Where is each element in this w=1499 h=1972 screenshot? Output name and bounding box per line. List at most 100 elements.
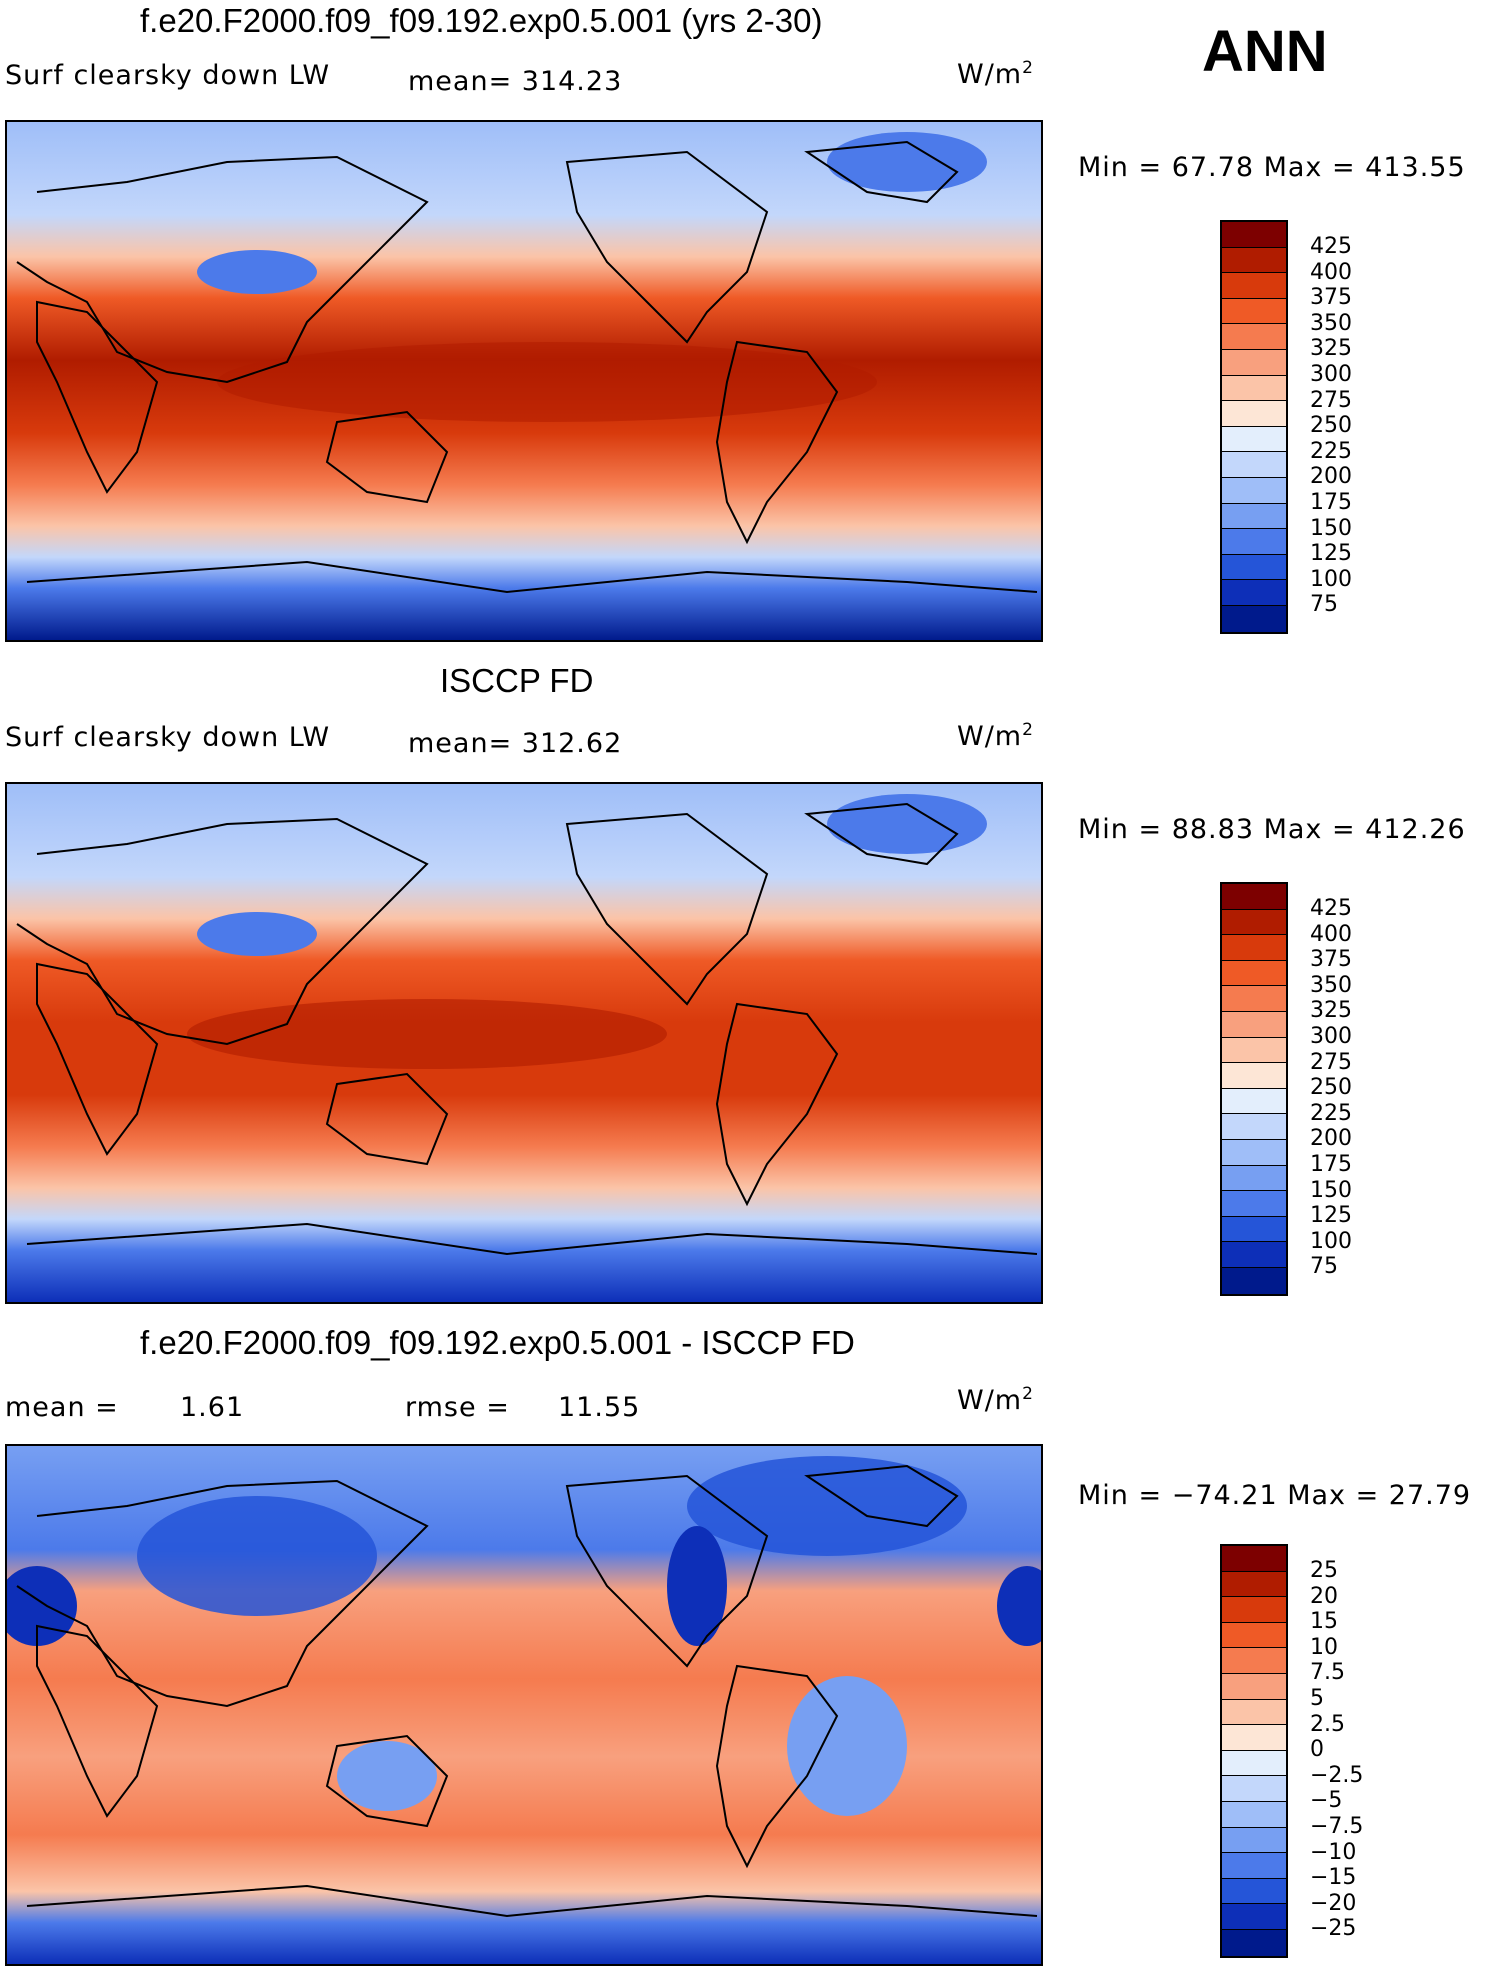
swatch — [1222, 1853, 1286, 1879]
panel-1-colorbar — [1220, 220, 1288, 634]
panel-2-colorbar — [1220, 882, 1288, 1296]
swatch — [1222, 1088, 1286, 1115]
tick-label: 2.5 — [1310, 1711, 1345, 1737]
tick-label: 350 — [1310, 310, 1352, 336]
panel-2-variable: Surf clearsky down LW — [5, 722, 331, 753]
panel-1-map — [5, 120, 1043, 642]
tick-label: 300 — [1310, 361, 1352, 387]
swatch — [1222, 1114, 1286, 1140]
panel-2-units: W/m2 — [957, 720, 1034, 752]
tick-label: 250 — [1310, 1075, 1352, 1101]
tick-label: 225 — [1310, 438, 1352, 464]
swatch — [1222, 986, 1286, 1012]
panel-1-tibet-cold — [197, 250, 317, 294]
panel-1-mean: mean= 314.23 — [408, 66, 623, 97]
tick-label: 75 — [1310, 1254, 1338, 1280]
swatch — [1222, 1216, 1286, 1243]
units-exponent: 2 — [1022, 58, 1034, 78]
swatch — [1222, 349, 1286, 376]
tick-label: 375 — [1310, 285, 1352, 311]
tick-label: 275 — [1310, 1049, 1352, 1075]
swatch — [1222, 1139, 1286, 1166]
panel-3-title: f.e20.F2000.f09_f09.192.exp0.5.001 - ISC… — [140, 1324, 855, 1361]
panel-1-variable: Surf clearsky down LW — [5, 60, 331, 91]
panel-2-colorbar-labels: 425 400 375 350 325 300 275 250 225 200 … — [1310, 896, 1352, 1280]
tick-label: 150 — [1310, 515, 1352, 541]
panel-3-map-svg — [7, 1446, 1041, 1964]
tick-label: 375 — [1310, 947, 1352, 973]
swatch — [1222, 375, 1286, 402]
tick-label: 7.5 — [1310, 1660, 1345, 1686]
swatch — [1222, 554, 1286, 581]
tick-label: 175 — [1310, 489, 1352, 515]
panel-2-warm-pool — [187, 999, 667, 1069]
swatch — [1222, 1622, 1286, 1649]
swatch — [1222, 1699, 1286, 1726]
tick-label: 400 — [1310, 259, 1352, 285]
units-text: W/m — [957, 721, 1023, 752]
tick-label: 425 — [1310, 234, 1352, 259]
swatch — [1222, 1776, 1286, 1802]
swatch — [1222, 298, 1286, 325]
swatch — [1222, 1063, 1286, 1089]
panel-1-units: W/m2 — [957, 58, 1034, 90]
panel-3-east-cold — [997, 1566, 1041, 1646]
panel-1-warm-pool — [217, 342, 877, 422]
swatch — [1222, 426, 1286, 453]
panel-3-na-cold — [687, 1456, 967, 1556]
panel-1-title: f.e20.F2000.f09_f09.192.exp0.5.001 (yrs … — [140, 2, 823, 39]
panel-2-mean: mean= 312.62 — [408, 728, 623, 759]
panel-2-map — [5, 782, 1043, 1304]
panel-1-map-svg — [7, 122, 1041, 640]
tick-label: 400 — [1310, 921, 1352, 947]
panel-3-units: W/m2 — [957, 1384, 1034, 1416]
swatch — [1222, 529, 1286, 555]
panel-2-minmax: Min = 88.83 Max = 412.26 — [1078, 814, 1466, 845]
tick-label: 125 — [1310, 541, 1352, 567]
tick-label: 300 — [1310, 1023, 1352, 1049]
panel-3-asia-cold — [137, 1496, 377, 1616]
units-text: W/m — [957, 1385, 1023, 1416]
swatch — [1222, 1648, 1286, 1674]
swatch — [1222, 1750, 1286, 1777]
swatch — [1222, 1267, 1286, 1294]
panel-1-colorbar-labels: 425 400 375 350 325 300 275 250 225 200 … — [1310, 234, 1352, 618]
units-exponent: 2 — [1022, 1384, 1034, 1404]
swatch — [1222, 1725, 1286, 1751]
panel-1-coastlines — [16, 140, 1038, 594]
panel-1-minmax: Min = 67.78 Max = 413.55 — [1078, 152, 1466, 183]
tick-label: 15 — [1310, 1609, 1338, 1635]
panel-3-sahara-cold — [7, 1566, 77, 1646]
tick-label: −7.5 — [1310, 1813, 1364, 1839]
tick-label: 0 — [1310, 1737, 1324, 1763]
tick-label: 10 — [1310, 1634, 1338, 1660]
swatch — [1222, 1801, 1286, 1828]
swatch — [1222, 401, 1286, 427]
panel-2-title: ISCCP FD — [440, 662, 594, 699]
panel-2-coastlines — [16, 802, 1038, 1256]
swatch — [1222, 580, 1286, 606]
swatch — [1222, 1878, 1286, 1905]
tick-label: 5 — [1310, 1685, 1324, 1711]
tick-label: 100 — [1310, 1228, 1352, 1254]
swatch — [1222, 1011, 1286, 1038]
panel-3-sa-cold — [787, 1676, 907, 1816]
swatch — [1222, 273, 1286, 299]
swatch — [1222, 452, 1286, 478]
tick-label: 325 — [1310, 336, 1352, 362]
tick-label: 425 — [1310, 896, 1352, 921]
swatch — [1222, 960, 1286, 987]
panel-2-map-svg — [7, 784, 1041, 1302]
panel-3-mean-label: mean = — [5, 1392, 119, 1423]
units-exponent: 2 — [1022, 720, 1034, 740]
swatch — [1222, 477, 1286, 504]
panel-2-tibet-cold — [197, 912, 317, 956]
tick-label: 75 — [1310, 592, 1338, 618]
tick-label: −5 — [1310, 1788, 1343, 1814]
tick-label: 175 — [1310, 1151, 1352, 1177]
tick-label: −20 — [1310, 1890, 1357, 1916]
panel-3-colorbar-labels: 25 20 15 10 7.5 5 2.5 0 −2.5 −5 −7.5 −10… — [1310, 1558, 1363, 1942]
swatch — [1222, 324, 1286, 350]
swatch — [1222, 222, 1286, 248]
tick-label: 275 — [1310, 387, 1352, 413]
